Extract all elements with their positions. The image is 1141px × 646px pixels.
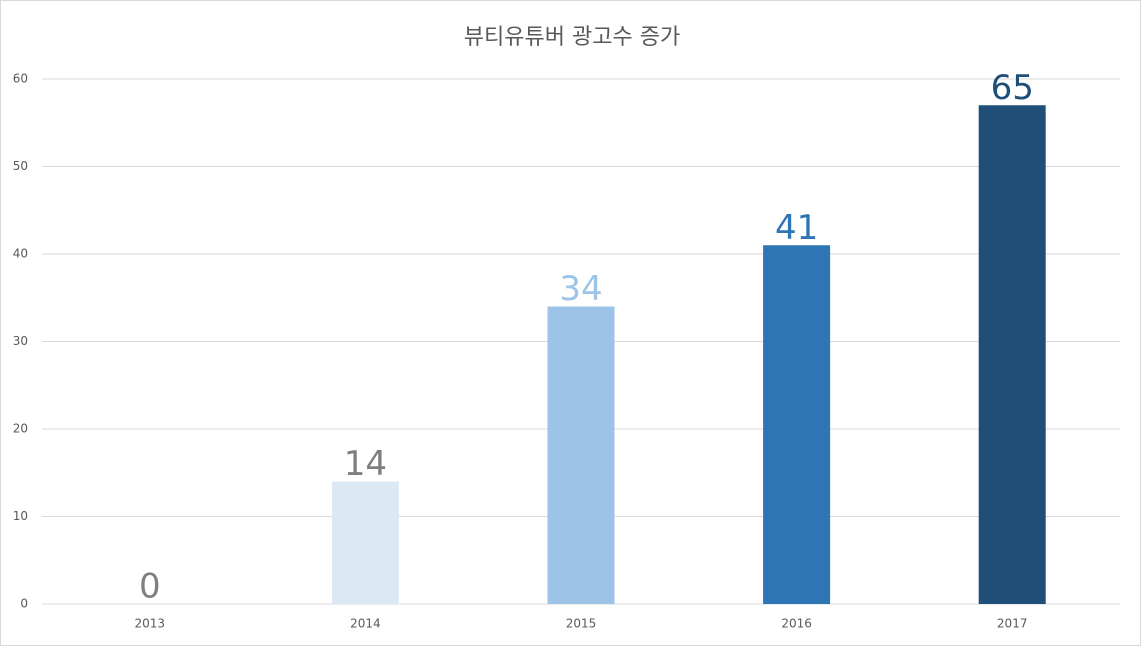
y-tick-label: 10 <box>13 509 28 523</box>
y-tick-label: 40 <box>13 247 28 261</box>
x-tick-label: 2016 <box>781 617 812 631</box>
y-tick-label: 0 <box>20 597 28 611</box>
x-tick-label: 2014 <box>350 617 381 631</box>
x-tick-label: 2015 <box>566 617 597 631</box>
data-label: 0 <box>139 567 161 607</box>
data-label: 41 <box>775 208 818 248</box>
y-tick-label: 50 <box>13 159 28 173</box>
bar <box>547 306 615 604</box>
bar <box>978 105 1046 604</box>
y-tick-label: 60 <box>13 72 28 86</box>
bar <box>331 481 399 604</box>
x-tick-label: 2017 <box>997 617 1028 631</box>
x-tick-label: 2013 <box>135 617 166 631</box>
data-label: 34 <box>559 269 602 309</box>
y-tick-label: 20 <box>13 422 28 436</box>
data-label: 14 <box>344 444 387 484</box>
bar <box>763 245 831 604</box>
chart-title: 뷰티유튜버 광고수 증가 <box>464 25 680 50</box>
y-tick-label: 30 <box>13 334 28 348</box>
data-label: 65 <box>991 68 1034 108</box>
